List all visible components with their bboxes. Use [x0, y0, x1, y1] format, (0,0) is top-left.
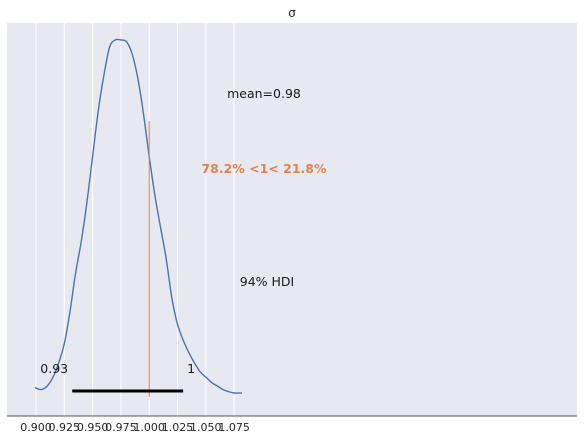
chart-title: σ	[288, 6, 296, 20]
x-tick-label: 1.050	[190, 421, 222, 434]
x-tick-label: 0.925	[49, 421, 81, 434]
reference-value-label: 78.2% <1< 21.8%	[201, 161, 327, 176]
hdi-label: 94% HDI	[240, 274, 294, 289]
grid	[35, 23, 235, 416]
x-tick-label: 1.025	[162, 421, 194, 434]
hdi-low-label: 0.93	[40, 361, 68, 376]
x-tick-label: 0.975	[105, 421, 137, 434]
density-curve	[34, 38, 243, 394]
x-tick-label: 1.000	[133, 421, 165, 434]
mean-label: mean=0.98	[227, 86, 301, 101]
x-tick-label: 1.075	[218, 421, 250, 434]
hdi-high-label: 1	[187, 361, 195, 376]
x-tick-label: 0.900	[20, 421, 52, 434]
x-tick-label: 0.950	[77, 421, 109, 434]
